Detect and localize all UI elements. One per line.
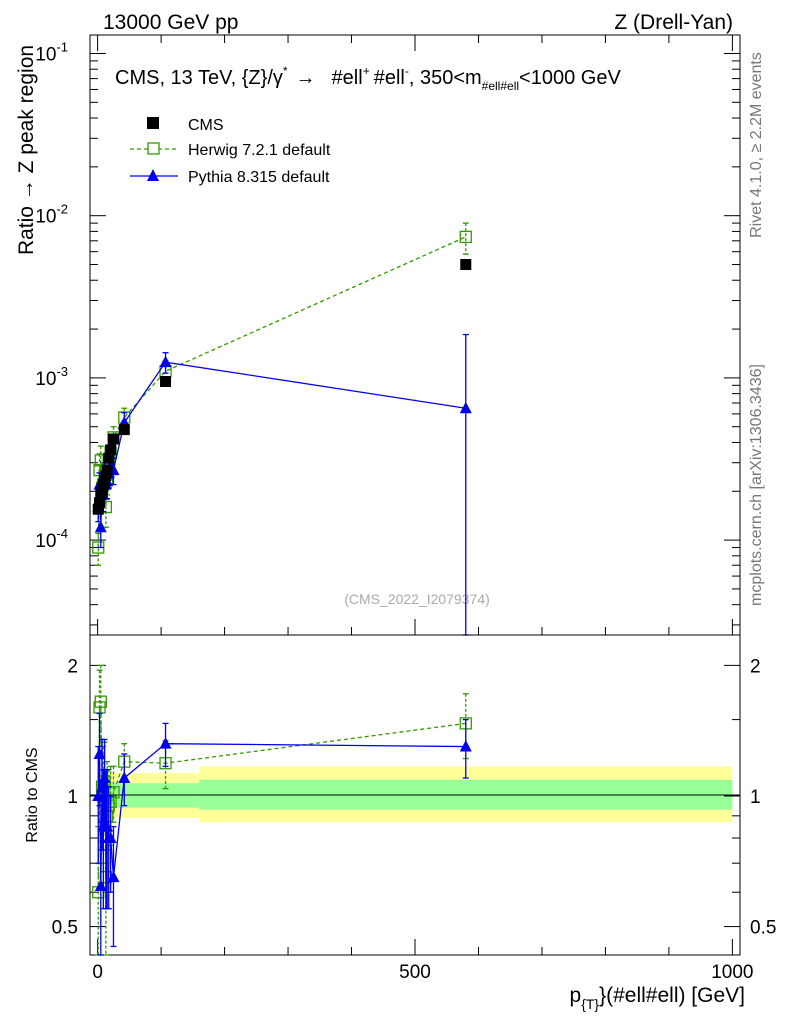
main-ytick-label: 10-3 (35, 364, 68, 390)
main-pythia-marker (459, 401, 472, 414)
ratio-xtick-label: 1000 (711, 962, 753, 983)
main-cms-marker (92, 503, 104, 515)
main-cms-marker (96, 485, 108, 497)
ratio-pythia-marker (94, 879, 107, 892)
ratio-ylabel: Ratio to CMS (24, 747, 41, 842)
ratio-herwig-marker (107, 786, 120, 799)
legend-pythia-marker (147, 169, 159, 181)
main-cms-marker (118, 424, 130, 436)
main-cms-marker (103, 452, 115, 464)
main-panel: 10-4 10-3 10-2 10-1 (CMS_2022_I2079374) CMS… (35, 34, 741, 636)
ratio-pythia-marker (93, 747, 106, 759)
xlabel: p{T}}(#ell#ell) [GeV] (570, 984, 746, 1012)
main-cms-marker (460, 259, 472, 271)
ratio-pythia-marker (101, 820, 114, 832)
rivet-label: Rivet 4.1.0, ≥ 2.2M events (748, 52, 765, 238)
ratio-ytick-label: 0.5 (52, 918, 78, 939)
main-series (92, 222, 472, 636)
legend-cms-label: CMS (188, 117, 224, 134)
legend: CMS Herwig 7.2.1 default Pythia 8.315 de… (130, 117, 331, 186)
ratio-pythia-marker (92, 789, 105, 801)
ratio-xticks: 0 500 1000 (92, 939, 754, 983)
ratio-pythia-marker (107, 870, 120, 883)
main-ytick-label: 10-1 (35, 39, 68, 65)
ratio-ytick-label-right: 2 (750, 656, 761, 677)
main-ytick-label: 10-2 (35, 202, 68, 228)
main-cms-marker (160, 376, 172, 388)
ratio-xtick-label: 0 (92, 962, 103, 983)
ratio-pythia-marker (96, 780, 109, 792)
legend-herwig-marker (147, 142, 160, 155)
ratio-pythia-marker (159, 737, 172, 749)
header-left: 13000 GeV pp (103, 11, 238, 34)
main-cms-marker (105, 444, 117, 456)
main-cms-marker (94, 497, 106, 509)
ratio-ytick-label: 1 (67, 787, 78, 808)
main-cms-marker (99, 475, 111, 487)
main-xticks (97, 35, 733, 635)
main-pythia-marker (94, 520, 107, 533)
legend-herwig-label: Herwig 7.2.1 default (188, 142, 331, 159)
ratio-pythia-marker (459, 740, 472, 752)
main-herwig-marker (459, 230, 472, 244)
main-cms-marker (107, 433, 119, 445)
ratio-xtick-label: 500 (399, 962, 431, 983)
mcplots-label: mcplots.cern.ch [arXiv:1306.3436] (748, 364, 765, 606)
main-ylabel: Ratio → Z peak region (15, 45, 38, 255)
main-pythia-marker (159, 355, 172, 368)
main-title: CMS, 13 TeV, {Z}/γ* → #ell+ #ell-, 350<m#el… (115, 64, 621, 93)
ratio-yticks: 0.5 0.5 1 1 2 2 (52, 656, 777, 938)
ratio-bands (97, 766, 733, 823)
main-ytick-label: 10-4 (35, 526, 68, 552)
main-pythia-line (97, 361, 466, 528)
ratio-ytick-label-right: 1 (750, 787, 761, 808)
main-herwig-line (97, 236, 467, 548)
legend-cms-marker (147, 117, 159, 129)
legend-pythia-label: Pythia 8.315 default (188, 169, 330, 186)
ratio-pythia-marker (104, 831, 117, 844)
analysis-watermark: (CMS_2022_I2079374) (344, 591, 490, 607)
ratio-pythia-marker (118, 771, 131, 784)
header-right: Z (Drell-Yan) (614, 11, 733, 34)
ratio-herwig-marker (94, 695, 107, 708)
ratio-ytick-label: 2 (67, 656, 78, 677)
ratio-panel: 0.5 0.5 1 1 2 2 0 500 1000 (52, 634, 777, 983)
ratio-series (92, 664, 472, 956)
ratio-ytick-label-right: 0.5 (750, 918, 776, 939)
main-yticks: 10-4 10-3 10-2 10-1 (35, 39, 740, 626)
main-cms-marker (101, 464, 113, 476)
ratio-herwig-line (97, 701, 466, 893)
ratio-pythia-marker (98, 771, 111, 784)
